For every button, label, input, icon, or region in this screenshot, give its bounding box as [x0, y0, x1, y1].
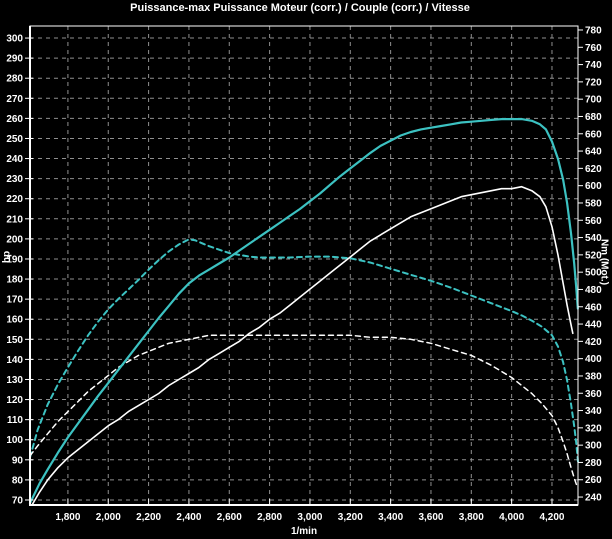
left-tick-label: 210 — [6, 214, 23, 225]
left-tick-label: 190 — [6, 254, 23, 265]
left-tick-label: 200 — [6, 234, 23, 245]
right-tick-label: 600 — [585, 181, 602, 192]
right-tick-label: 280 — [585, 458, 602, 469]
tick-layer — [25, 29, 583, 505]
left-tick-label: 270 — [6, 94, 23, 105]
curve-puissance-corr-solid — [31, 185, 574, 505]
right-tick-label: 760 — [585, 43, 602, 54]
left-tick-label: 220 — [6, 194, 23, 205]
left-tick-label: 230 — [6, 174, 23, 185]
right-tick-label: 460 — [585, 302, 602, 313]
right-tick-label: 480 — [585, 285, 602, 296]
left-tick-label: 160 — [6, 315, 23, 326]
bottom-tick-label: 4,000 — [499, 512, 524, 523]
right-tick-label: 660 — [585, 129, 602, 140]
right-tick-label: 360 — [585, 389, 602, 400]
curve-couple-corr-solid — [28, 117, 579, 505]
left-tick-label: 110 — [7, 415, 24, 426]
left-tick-label: 150 — [6, 335, 23, 346]
right-tick-label: 380 — [585, 371, 602, 382]
left-tick-label: 130 — [6, 375, 23, 386]
left-tick-label: 240 — [6, 154, 23, 165]
right-tick-label: 500 — [585, 268, 602, 279]
tick-label-layer: 300 290 280 270 260 250 240 230 220 210 200 190 180 1… — [6, 25, 602, 523]
left-tick-label: 280 — [6, 74, 23, 85]
right-tick-label: 680 — [585, 112, 602, 123]
bottom-tick-label: 2,600 — [217, 512, 242, 523]
right-tick-label: 520 — [585, 250, 602, 261]
bottom-tick-label: 3,200 — [338, 512, 363, 523]
left-tick-label: 120 — [6, 395, 23, 406]
right-tick-label: 560 — [585, 216, 602, 227]
right-tick-label: 400 — [585, 354, 602, 365]
right-tick-label: 420 — [585, 337, 602, 348]
bottom-tick-label: 3,000 — [297, 512, 322, 523]
left-tick-label: 100 — [6, 435, 23, 446]
x-axis-unit-label: 1/min — [290, 526, 318, 537]
right-tick-label: 320 — [585, 423, 602, 434]
right-tick-label: 300 — [585, 441, 602, 452]
left-tick-label: 140 — [6, 355, 23, 366]
right-tick-label: 440 — [585, 320, 602, 331]
plot-border — [29, 25, 579, 506]
grid-layer — [30, 26, 578, 505]
bottom-tick-label: 3,400 — [378, 512, 403, 523]
chart-title: Puissance-max Puissance Moteur (corr.) /… — [130, 2, 470, 14]
right-tick-label: 640 — [585, 147, 602, 158]
right-tick-label: 580 — [585, 198, 602, 209]
curve-couple-corr-dashed — [29, 238, 579, 463]
right-tick-label: 720 — [585, 77, 602, 88]
bottom-tick-label: 3,600 — [418, 512, 443, 523]
left-tick-label: 90 — [12, 455, 24, 466]
bottom-tick-label: 2,000 — [96, 512, 121, 523]
bottom-tick-label: 2,200 — [136, 512, 161, 523]
bottom-tick-label: 2,800 — [257, 512, 282, 523]
right-tick-label: 740 — [585, 60, 602, 71]
right-tick-label: 540 — [585, 233, 602, 244]
bottom-tick-label: 1,800 — [55, 512, 80, 523]
bottom-tick-label: 4,200 — [539, 512, 564, 523]
right-tick-label: 780 — [585, 25, 602, 36]
left-tick-label: 300 — [6, 34, 23, 45]
right-tick-label: 260 — [585, 475, 602, 486]
bottom-tick-label: 3,800 — [459, 512, 484, 523]
left-tick-label: 250 — [6, 134, 23, 145]
right-tick-label: 340 — [585, 406, 602, 417]
curve-puissance-corr-dashed — [29, 334, 579, 489]
right-tick-label: 620 — [585, 164, 602, 175]
left-tick-label: 260 — [6, 114, 23, 125]
left-tick-label: 290 — [6, 54, 23, 65]
left-tick-label: 180 — [6, 275, 23, 286]
right-tick-label: 700 — [585, 95, 602, 106]
curve-layer — [28, 117, 579, 505]
left-tick-label: 70 — [12, 495, 24, 506]
bottom-tick-label: 2,400 — [176, 512, 201, 523]
right-tick-label: 240 — [585, 493, 602, 504]
left-tick-label: 170 — [6, 295, 23, 306]
left-tick-label: 80 — [12, 475, 24, 486]
